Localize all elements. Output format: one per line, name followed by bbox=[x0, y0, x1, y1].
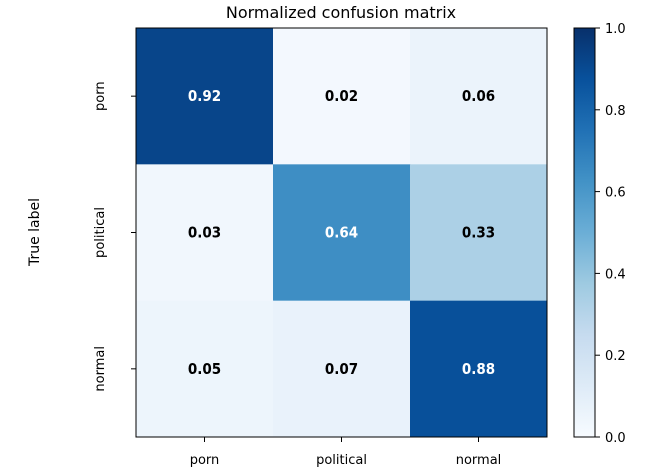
heatmap-cell-1-0 bbox=[136, 164, 274, 302]
x-axis-ticks: porn political normal bbox=[190, 437, 502, 468]
cell-value-label-2-2: 0.88 bbox=[462, 360, 495, 378]
cell-value-label-2-1: 0.07 bbox=[325, 360, 358, 378]
cell-value-label-1-2: 0.33 bbox=[462, 224, 495, 242]
colorbar-gradient bbox=[573, 27, 596, 438]
colorbar-tick-label-0.2: 0.2 bbox=[605, 349, 626, 364]
x-tick-label-normal: normal bbox=[456, 453, 502, 468]
heatmap-cell-labels: 0.92 0.02 0.06 0.03 0.64 0.33 0.05 0.07 0.88 bbox=[188, 87, 495, 378]
cell-value-label-1-0: 0.03 bbox=[188, 224, 221, 242]
heatmap-cell-0-1 bbox=[273, 28, 411, 165]
heatmap-cell-1-2 bbox=[410, 164, 548, 302]
cell-value-label-1-1: 0.64 bbox=[325, 224, 358, 242]
y-axis-label: True label bbox=[27, 198, 43, 267]
y-tick-label-porn: porn bbox=[93, 81, 108, 111]
colorbar-ticks: 0.0 0.2 0.4 0.6 0.8 1.0 bbox=[595, 22, 626, 446]
heatmap-cell-2-1 bbox=[273, 300, 411, 438]
heatmap-cells bbox=[136, 28, 548, 438]
heatmap-cell-0-0 bbox=[136, 28, 274, 165]
x-tick-label-political: political bbox=[316, 453, 367, 468]
y-axis-ticks: porn political normal bbox=[93, 81, 136, 392]
colorbar-tick-label-0.6: 0.6 bbox=[605, 186, 626, 201]
colorbar-tick-label-1.0: 1.0 bbox=[605, 22, 626, 37]
heatmap-cell-1-1 bbox=[273, 164, 411, 302]
cell-value-label-0-0: 0.92 bbox=[188, 87, 221, 105]
cell-value-label-2-0: 0.05 bbox=[188, 360, 221, 378]
x-tick-label-porn: porn bbox=[190, 453, 220, 468]
cell-value-label-0-1: 0.02 bbox=[325, 87, 358, 105]
heatmap-cell-2-0 bbox=[136, 300, 274, 438]
heatmap-cell-2-2 bbox=[410, 300, 548, 438]
colorbar-tick-label-0.8: 0.8 bbox=[605, 104, 626, 119]
colorbar-tick-label-0.0: 0.0 bbox=[605, 431, 626, 446]
y-tick-label-normal: normal bbox=[93, 346, 108, 392]
heatmap-cell-0-2 bbox=[410, 28, 548, 165]
chart-title: Normalized confusion matrix bbox=[226, 3, 456, 22]
y-tick-label-political: political bbox=[93, 207, 108, 258]
cell-value-label-0-2: 0.06 bbox=[462, 87, 495, 105]
colorbar-tick-label-0.4: 0.4 bbox=[605, 267, 626, 282]
